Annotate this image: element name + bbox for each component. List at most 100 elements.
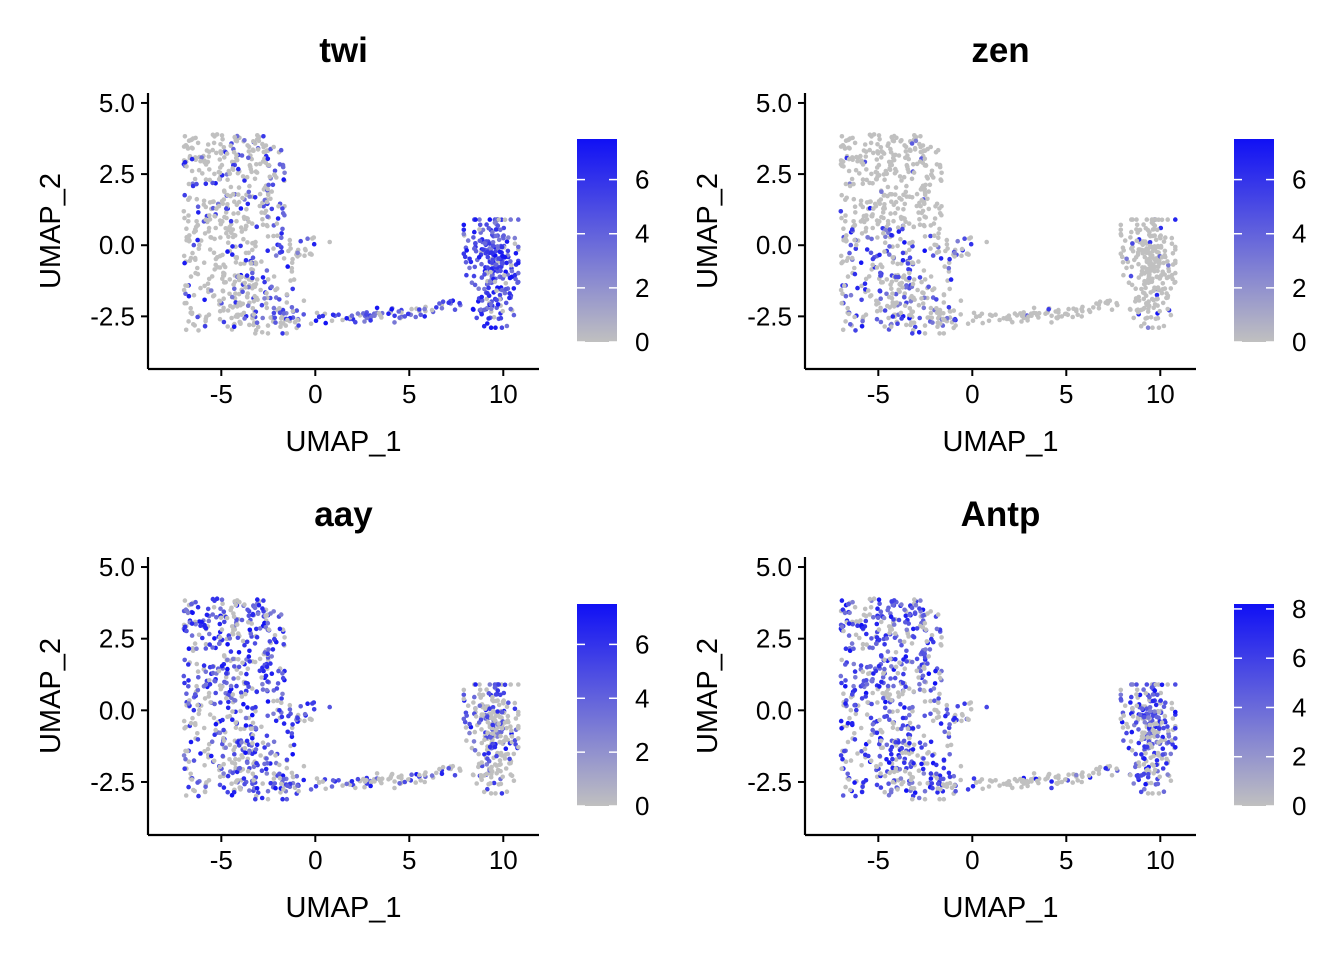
data-point xyxy=(238,206,244,211)
colorbar-tick-label: 6 xyxy=(635,165,649,195)
data-point xyxy=(893,631,898,636)
data-point xyxy=(246,684,251,689)
data-point xyxy=(893,192,898,197)
data-point xyxy=(1059,779,1065,785)
data-point xyxy=(1135,773,1141,778)
data-point xyxy=(183,291,188,297)
data-point xyxy=(970,318,976,324)
data-point xyxy=(481,789,487,795)
data-point xyxy=(493,325,498,331)
data-point xyxy=(232,286,237,292)
data-point xyxy=(246,654,252,659)
data-point xyxy=(852,140,858,146)
data-point xyxy=(863,618,869,624)
data-point xyxy=(182,134,188,139)
data-point xyxy=(233,756,238,762)
data-point xyxy=(285,264,291,269)
data-point xyxy=(225,192,230,198)
data-point xyxy=(253,281,259,287)
data-point xyxy=(1155,227,1160,233)
data-point xyxy=(839,680,844,686)
data-point xyxy=(896,694,902,699)
data-point xyxy=(225,308,231,313)
data-point xyxy=(1046,307,1051,312)
data-point xyxy=(881,206,886,211)
data-point xyxy=(845,255,851,261)
data-point xyxy=(875,151,881,156)
data-point xyxy=(1049,313,1054,319)
data-point xyxy=(877,288,883,294)
data-point xyxy=(256,602,262,608)
data-point xyxy=(909,195,915,200)
data-point xyxy=(958,763,964,769)
data-point xyxy=(1156,791,1162,796)
data-point xyxy=(240,174,246,179)
data-point xyxy=(921,664,927,670)
data-point xyxy=(225,177,230,182)
data-point xyxy=(233,291,238,296)
data-point xyxy=(516,260,521,266)
data-point xyxy=(206,690,212,696)
data-point xyxy=(838,673,844,679)
data-point xyxy=(482,307,487,313)
data-point xyxy=(516,745,521,750)
data-point xyxy=(914,191,920,197)
data-point xyxy=(277,297,282,302)
data-point xyxy=(922,620,928,626)
data-point xyxy=(850,135,855,141)
data-point xyxy=(196,167,202,173)
data-point xyxy=(886,781,891,786)
data-point xyxy=(1154,292,1160,298)
data-point xyxy=(286,248,291,254)
data-point xyxy=(183,756,188,762)
data-point xyxy=(1151,288,1156,294)
data-point xyxy=(482,241,488,246)
data-point xyxy=(922,679,927,684)
data-point xyxy=(904,162,910,168)
data-point xyxy=(477,227,482,232)
data-point xyxy=(260,606,265,611)
data-point xyxy=(473,217,478,222)
data-point xyxy=(863,694,868,699)
data-point xyxy=(860,626,866,631)
data-point xyxy=(923,627,929,632)
data-point xyxy=(887,166,892,171)
data-point xyxy=(240,638,246,644)
data-point xyxy=(1146,771,1151,777)
data-point xyxy=(1158,225,1164,231)
data-point xyxy=(182,657,187,663)
data-point xyxy=(863,690,869,696)
data-point xyxy=(238,321,243,327)
data-point xyxy=(873,176,879,182)
data-point xyxy=(182,680,187,686)
data-point xyxy=(236,185,242,190)
data-point xyxy=(242,745,248,751)
data-point xyxy=(914,626,920,631)
data-point xyxy=(917,681,922,687)
data-point xyxy=(887,244,892,249)
data-point xyxy=(473,248,479,254)
data-point xyxy=(499,753,505,758)
data-point xyxy=(349,779,355,784)
data-point xyxy=(934,708,939,713)
data-point xyxy=(929,633,935,638)
data-point xyxy=(907,270,912,276)
data-point xyxy=(281,311,287,316)
data-point xyxy=(238,671,244,676)
data-point xyxy=(374,771,380,776)
data-point xyxy=(182,624,188,630)
data-point xyxy=(971,310,977,316)
data-point xyxy=(238,726,243,732)
data-point xyxy=(225,773,231,779)
data-point xyxy=(857,635,862,641)
data-point xyxy=(1149,685,1155,690)
data-point xyxy=(1006,779,1012,784)
data-point xyxy=(935,612,941,617)
data-point xyxy=(902,201,908,207)
data-point xyxy=(259,675,264,680)
data-point xyxy=(212,636,217,641)
data-point xyxy=(236,664,242,670)
data-point xyxy=(245,760,250,765)
data-point xyxy=(846,137,851,143)
data-point xyxy=(1150,692,1156,697)
